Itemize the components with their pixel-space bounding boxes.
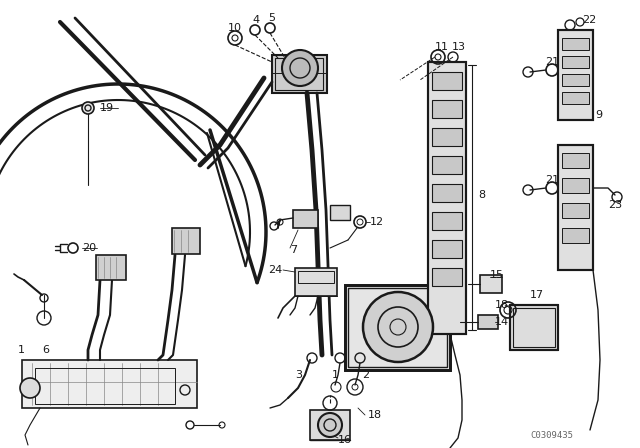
Bar <box>562 92 589 104</box>
Bar <box>345 285 450 370</box>
Text: 6: 6 <box>42 345 49 355</box>
Text: 4: 4 <box>252 15 259 25</box>
Bar <box>310 410 350 440</box>
Bar <box>478 315 498 329</box>
Bar <box>558 30 593 120</box>
Bar <box>96 255 126 280</box>
Bar <box>562 228 589 243</box>
Bar <box>172 228 200 254</box>
Bar <box>432 240 462 258</box>
Text: 21: 21 <box>545 175 559 185</box>
Bar <box>428 62 466 334</box>
Text: 14: 14 <box>495 317 509 327</box>
Bar <box>562 203 589 218</box>
Text: 12: 12 <box>370 217 384 227</box>
Bar <box>348 288 447 367</box>
Bar <box>432 156 462 174</box>
Text: 23: 23 <box>608 200 622 210</box>
Bar <box>275 58 323 90</box>
Bar <box>558 30 593 120</box>
Circle shape <box>363 292 433 362</box>
Bar <box>330 205 350 220</box>
Text: 11: 11 <box>435 42 449 52</box>
Bar <box>298 271 334 283</box>
Bar <box>428 62 466 334</box>
Bar <box>432 128 462 146</box>
Text: 19: 19 <box>100 103 114 113</box>
Bar <box>562 153 589 168</box>
Text: 1: 1 <box>332 370 339 380</box>
Bar <box>562 178 589 193</box>
Bar <box>432 268 462 286</box>
Text: 7: 7 <box>290 245 297 255</box>
Text: 3: 3 <box>295 370 302 380</box>
Text: C0309435: C0309435 <box>530 431 573 440</box>
Bar <box>432 72 462 90</box>
Bar <box>558 145 593 270</box>
Bar <box>558 145 593 270</box>
Circle shape <box>318 413 342 437</box>
Bar <box>22 360 197 408</box>
Text: 15: 15 <box>490 270 504 280</box>
Text: 10: 10 <box>228 23 242 33</box>
Text: 22: 22 <box>582 15 596 25</box>
Text: 9: 9 <box>595 110 602 120</box>
Bar <box>432 184 462 202</box>
Bar <box>295 268 337 296</box>
Bar <box>562 74 589 86</box>
Bar <box>432 212 462 230</box>
Text: 21: 21 <box>545 57 559 67</box>
Bar <box>345 285 450 370</box>
Text: 20: 20 <box>82 243 96 253</box>
Bar <box>562 38 589 50</box>
Text: 18: 18 <box>495 300 509 310</box>
Circle shape <box>20 378 40 398</box>
Circle shape <box>82 102 94 114</box>
Text: 8: 8 <box>478 190 485 200</box>
Text: 16: 16 <box>338 435 352 445</box>
Bar <box>513 308 555 347</box>
Bar <box>480 275 502 293</box>
Text: 1: 1 <box>18 345 25 355</box>
Bar <box>432 100 462 118</box>
Text: 18: 18 <box>368 410 382 420</box>
Bar <box>35 368 175 404</box>
Text: 24: 24 <box>268 265 282 275</box>
Text: 5: 5 <box>268 13 275 23</box>
Text: 2: 2 <box>362 370 369 380</box>
Bar <box>293 210 318 228</box>
Bar <box>272 55 327 93</box>
Text: 17: 17 <box>530 290 544 300</box>
Text: 13: 13 <box>452 42 466 52</box>
Bar <box>562 56 589 68</box>
Bar <box>510 305 558 350</box>
Circle shape <box>282 50 318 86</box>
